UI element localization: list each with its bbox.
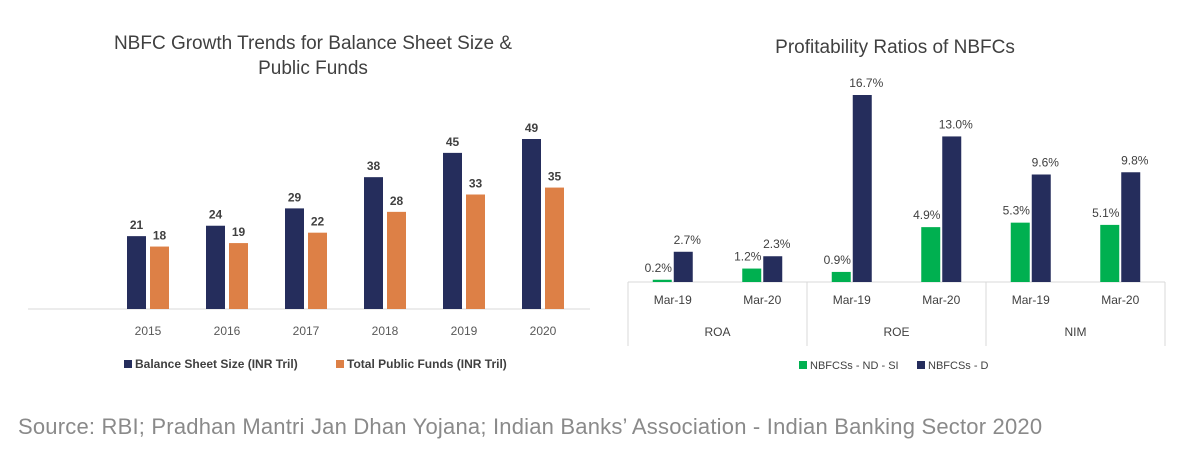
data-label: 19	[232, 225, 246, 239]
bar-balance-sheet	[206, 225, 225, 309]
data-label: 24	[209, 208, 223, 222]
data-label: 16.7%	[849, 76, 883, 90]
bar-nd-si	[652, 279, 672, 282]
x-tick-label: 2020	[530, 324, 557, 338]
data-label: 45	[446, 135, 460, 149]
bar-nbfc-d	[942, 136, 962, 282]
bar-nbfc-d	[1031, 174, 1051, 282]
bar-public-funds	[150, 246, 169, 309]
data-label: 29	[288, 190, 302, 204]
legend-label: Balance Sheet Size (INR Tril)	[135, 357, 298, 371]
balance-sheet-chart: NBFC Growth Trends for Balance Sheet Siz…	[28, 33, 590, 371]
x-tick-label: 2015	[135, 324, 162, 338]
legend-swatch	[124, 360, 132, 368]
bar-public-funds	[308, 232, 327, 309]
x-tick-label: 2017	[293, 324, 320, 338]
bar-balance-sheet	[285, 208, 304, 309]
data-label: 49	[525, 121, 539, 135]
bar-balance-sheet	[522, 139, 541, 309]
data-label: 22	[311, 215, 325, 229]
bar-public-funds	[466, 194, 485, 309]
source-note: Source: RBI; Pradhan Mantri Jan Dhan Yoj…	[18, 414, 1043, 439]
data-label: 21	[130, 218, 144, 232]
legend-swatch	[917, 361, 925, 369]
bar-balance-sheet	[364, 177, 383, 309]
bar-public-funds	[545, 187, 564, 309]
data-label: 28	[390, 194, 404, 208]
bar-nbfc-d	[763, 256, 783, 282]
x-tick-label: Mar-20	[743, 293, 781, 307]
bar-balance-sheet	[443, 152, 462, 309]
data-label: 33	[469, 177, 483, 191]
bar-nd-si	[1010, 222, 1030, 282]
bar-nd-si	[831, 271, 851, 282]
bar-nbfc-d	[673, 251, 693, 282]
legend-label: NBFCSs - D	[928, 360, 989, 372]
chart1-title-line-1: NBFC Growth Trends for Balance Sheet Siz…	[114, 33, 512, 54]
data-label: 4.9%	[913, 208, 941, 222]
data-label: 35	[548, 170, 562, 184]
chart1-title-line-2: Public Funds	[258, 58, 368, 79]
x-tick-label: 2016	[214, 324, 241, 338]
group-label: ROE	[883, 325, 909, 339]
x-tick-label: 2019	[451, 324, 478, 338]
group-label: ROA	[704, 325, 730, 339]
legend-swatch	[799, 361, 807, 369]
legend-swatch	[336, 360, 344, 368]
x-tick-label: Mar-19	[833, 293, 871, 307]
x-tick-label: Mar-19	[654, 293, 692, 307]
bar-public-funds	[229, 243, 248, 309]
x-tick-label: Mar-20	[922, 293, 960, 307]
bar-nbfc-d	[1121, 172, 1141, 282]
data-label: 18	[153, 229, 167, 243]
data-label: 9.8%	[1121, 153, 1149, 167]
data-label: 0.9%	[824, 253, 852, 267]
x-tick-label: 2018	[372, 324, 399, 338]
data-label: 5.1%	[1092, 206, 1120, 220]
data-label: 5.3%	[1003, 204, 1031, 218]
data-label: 13.0%	[939, 117, 973, 131]
data-label: 0.2%	[645, 261, 673, 275]
bar-nd-si	[742, 268, 762, 282]
data-label: 2.7%	[674, 233, 702, 247]
data-label: 9.6%	[1032, 156, 1060, 170]
bar-public-funds	[387, 211, 406, 309]
data-label: 38	[367, 159, 381, 173]
bar-nd-si	[1100, 224, 1120, 282]
bar-balance-sheet	[127, 236, 146, 309]
bar-nd-si	[921, 227, 941, 282]
group-label: NIM	[1065, 325, 1087, 339]
legend-label: Total Public Funds (INR Tril)	[347, 357, 507, 371]
chart2-title: Profitability Ratios of NBFCs	[775, 37, 1015, 58]
profitability-chart: Profitability Ratios of NBFCs 0.2%2.7% Ma…	[627, 37, 1166, 372]
x-tick-label: Mar-19	[1012, 293, 1050, 307]
data-label: 1.2%	[734, 250, 762, 264]
legend-label: NBFCSs - ND - SI	[810, 360, 899, 372]
bar-nbfc-d	[852, 95, 872, 282]
x-tick-label: Mar-20	[1101, 293, 1139, 307]
data-label: 2.3%	[763, 237, 791, 251]
